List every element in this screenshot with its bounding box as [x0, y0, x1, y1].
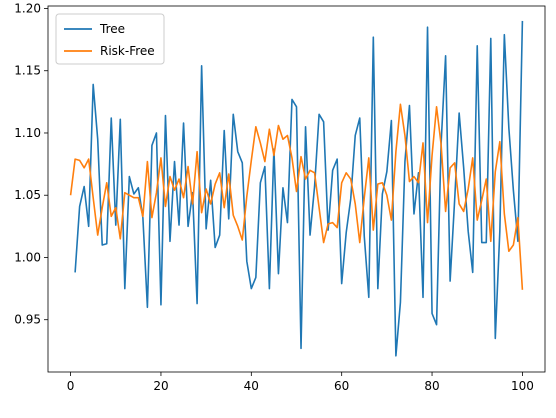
x-tick-label: 80	[424, 379, 439, 393]
legend-label: Tree	[99, 22, 125, 36]
series-line-tree	[74, 20, 524, 357]
y-tick-label: 1.10	[14, 126, 41, 140]
legend-label: Risk-Free	[100, 44, 155, 58]
x-tick-label: 100	[511, 379, 534, 393]
x-tick-label: 40	[244, 379, 259, 393]
x-axis: 0 20 40 60 80 100	[67, 372, 534, 393]
x-tick-label: 20	[153, 379, 168, 393]
x-tick-label: 60	[334, 379, 349, 393]
plot-frame	[47, 5, 546, 373]
y-tick-label: 1.15	[14, 64, 41, 78]
y-tick-label: 0.95	[14, 313, 41, 327]
y-tick-label: 1.00	[14, 250, 41, 264]
x-tick-label: 0	[67, 379, 75, 393]
series-line-risk-free	[69, 103, 524, 290]
legend: Tree Risk-Free	[55, 13, 165, 65]
y-axis: 0.95 1.00 1.05 1.10 1.15 1.20	[14, 1, 48, 327]
y-tick-label: 1.05	[14, 188, 41, 202]
series-lines	[69, 20, 524, 357]
y-tick-label: 1.20	[14, 1, 41, 15]
